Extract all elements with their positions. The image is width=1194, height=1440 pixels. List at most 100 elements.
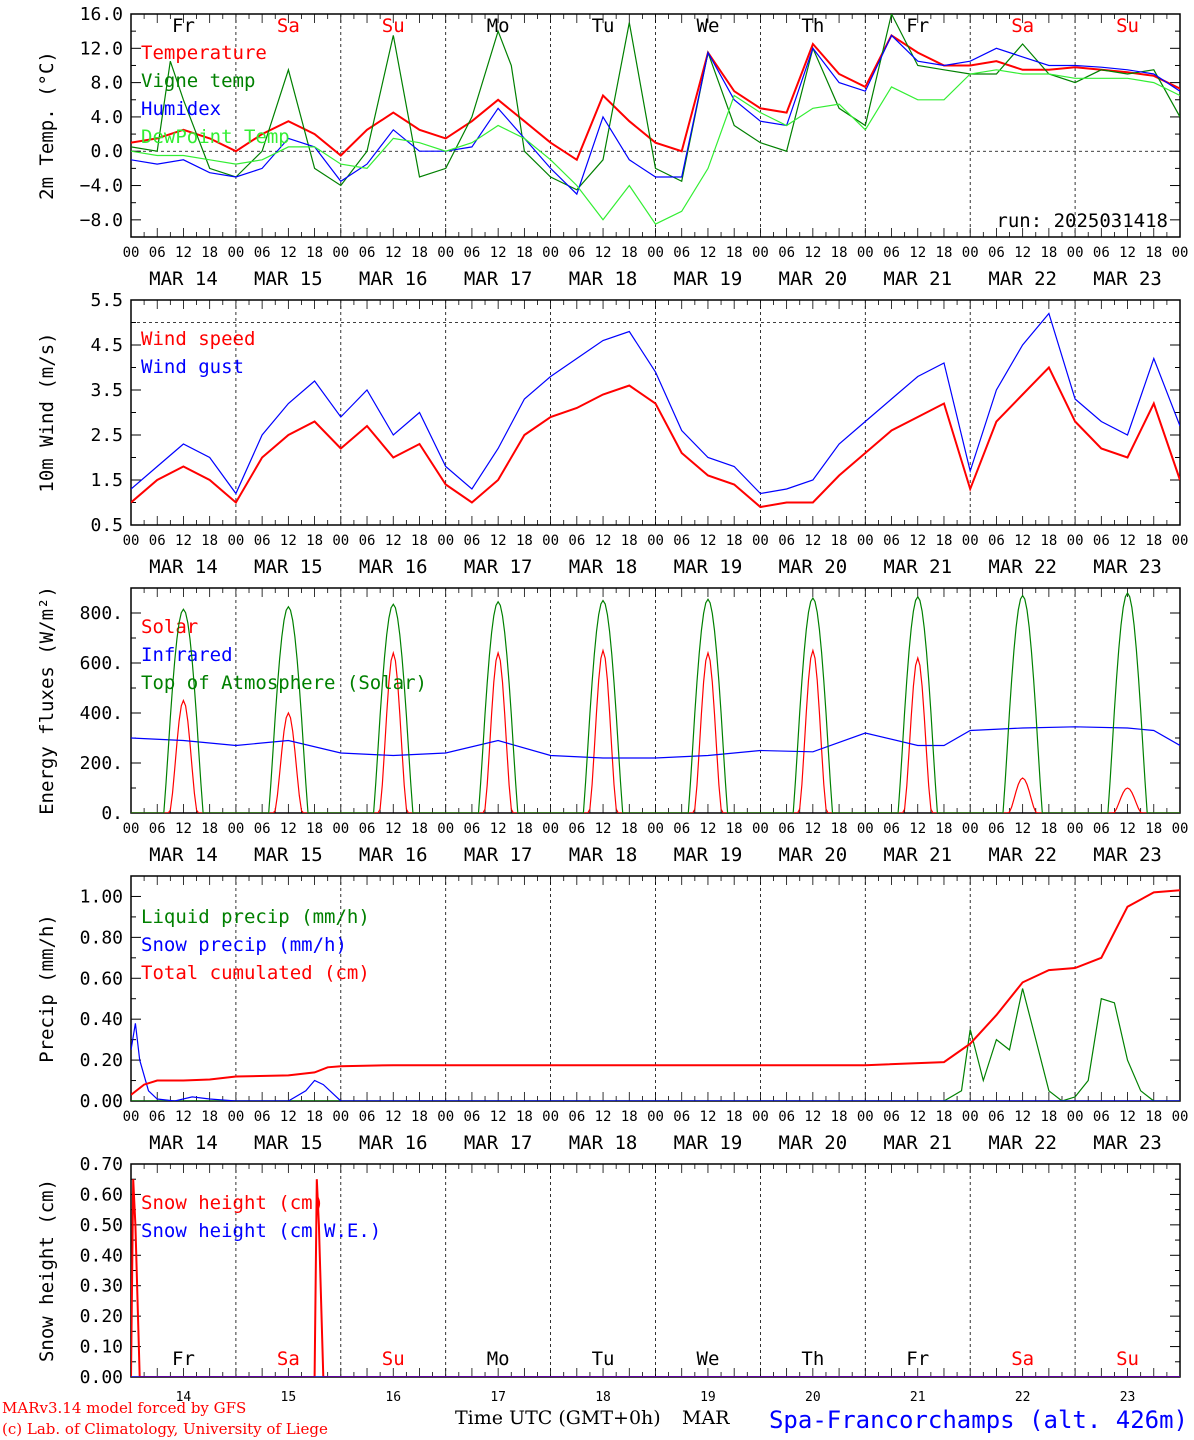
y-axis-label: 2m Temp. (°C) xyxy=(36,51,58,200)
date-label: MAR 14 xyxy=(149,1132,218,1154)
hour-tick-label: 00 xyxy=(227,821,244,837)
y-tick-label: 5.5 xyxy=(90,290,123,311)
y-tick-label: 0.00 xyxy=(80,1367,123,1388)
hour-tick-label: 18 xyxy=(516,533,533,549)
y-tick-label: 8.0 xyxy=(90,73,123,94)
series-line-blue xyxy=(131,1023,1180,1101)
hour-tick-label: 18 xyxy=(306,821,323,837)
day-of-week-label: Fr xyxy=(172,1348,195,1370)
day-of-week-label: Sa xyxy=(1011,1348,1034,1370)
hour-tick-label: 00 xyxy=(647,1109,664,1125)
date-label: MAR 21 xyxy=(883,844,952,866)
day-number-label: 18 xyxy=(595,1390,611,1405)
hour-tick-label: 12 xyxy=(909,821,926,837)
day-of-week-label: Mo xyxy=(487,15,510,37)
hour-tick-label: 18 xyxy=(936,533,953,549)
hour-tick-label: 06 xyxy=(778,821,795,837)
day-number-label: 20 xyxy=(805,1390,821,1405)
y-tick-label: −4.0 xyxy=(80,176,123,197)
date-label: MAR 20 xyxy=(779,268,848,290)
hour-tick-label: 18 xyxy=(621,533,638,549)
hour-tick-label: 12 xyxy=(1119,533,1136,549)
hour-tick-label: 06 xyxy=(568,821,585,837)
hour-tick-label: 06 xyxy=(463,533,480,549)
hour-tick-label: 18 xyxy=(1040,821,1057,837)
hour-tick-label: 12 xyxy=(175,821,192,837)
y-tick-label: 0.30 xyxy=(80,1276,123,1297)
footer-copyright: (c) Lab. of Climatology, University of L… xyxy=(2,1420,328,1438)
hour-tick-label: 18 xyxy=(306,245,323,261)
hour-tick-label: 18 xyxy=(411,821,428,837)
hour-tick-label: 06 xyxy=(359,821,376,837)
hour-tick-label: 18 xyxy=(831,245,848,261)
date-label: MAR 19 xyxy=(674,1132,743,1154)
date-label: MAR 18 xyxy=(569,844,638,866)
hour-tick-label: 12 xyxy=(175,533,192,549)
hour-tick-label: 18 xyxy=(1145,245,1162,261)
hour-tick-label: 06 xyxy=(778,245,795,261)
hour-tick-label: 06 xyxy=(988,245,1005,261)
hour-tick-label: 12 xyxy=(700,1109,717,1125)
hour-tick-label: 06 xyxy=(778,1109,795,1125)
hour-tick-label: 12 xyxy=(385,821,402,837)
day-of-week-label: We xyxy=(697,15,720,37)
series-line-green xyxy=(131,591,1180,813)
hour-tick-label: 12 xyxy=(1014,245,1031,261)
hour-tick-label: 18 xyxy=(1145,533,1162,549)
hour-tick-label: 06 xyxy=(673,1109,690,1125)
hour-tick-label: 06 xyxy=(568,1109,585,1125)
y-tick-label: 1.00 xyxy=(80,886,123,907)
hour-tick-label: 00 xyxy=(542,245,559,261)
hour-tick-label: 00 xyxy=(1172,245,1189,261)
date-label: MAR 23 xyxy=(1093,844,1162,866)
hour-tick-label: 00 xyxy=(437,821,454,837)
hour-tick-label: 12 xyxy=(909,245,926,261)
hour-tick-label: 18 xyxy=(411,533,428,549)
hour-tick-label: 00 xyxy=(542,1109,559,1125)
date-label: MAR 21 xyxy=(883,1132,952,1154)
hour-tick-label: 00 xyxy=(857,1109,874,1125)
legend-entry: DewPoint Temp xyxy=(141,126,290,148)
hour-tick-label: 12 xyxy=(490,1109,507,1125)
hour-tick-label: 12 xyxy=(909,1109,926,1125)
y-tick-label: 0. xyxy=(101,803,123,824)
date-label: MAR 20 xyxy=(779,844,848,866)
hour-tick-label: 00 xyxy=(752,533,769,549)
hour-tick-label: 06 xyxy=(778,533,795,549)
hour-tick-label: 00 xyxy=(123,533,140,549)
series-line-green xyxy=(131,988,1180,1101)
y-tick-label: 0.60 xyxy=(80,1184,123,1205)
hour-tick-label: 18 xyxy=(306,533,323,549)
hour-tick-label: 06 xyxy=(883,1109,900,1125)
hour-tick-label: 00 xyxy=(962,245,979,261)
y-axis-label: Snow height (cm) xyxy=(36,1179,58,1362)
hour-tick-label: 18 xyxy=(936,1109,953,1125)
hour-tick-label: 00 xyxy=(437,1109,454,1125)
date-label: MAR 18 xyxy=(569,268,638,290)
hour-tick-label: 00 xyxy=(962,533,979,549)
hour-tick-label: 18 xyxy=(201,533,218,549)
station-title: Spa-Francorchamps (alt. 426m) xyxy=(769,1406,1188,1434)
hour-tick-label: 12 xyxy=(700,245,717,261)
date-label: MAR 17 xyxy=(464,844,533,866)
hour-tick-label: 18 xyxy=(726,821,743,837)
hour-tick-label: 12 xyxy=(175,245,192,261)
hour-tick-label: 12 xyxy=(385,1109,402,1125)
y-axis-label: Energy fluxes (W/m²) xyxy=(36,586,58,815)
hour-tick-label: 06 xyxy=(1093,821,1110,837)
y-tick-label: 0.40 xyxy=(80,1245,123,1266)
date-label: MAR 20 xyxy=(779,556,848,578)
date-label: MAR 22 xyxy=(988,556,1057,578)
hour-tick-label: 18 xyxy=(621,245,638,261)
hour-tick-label: 06 xyxy=(883,533,900,549)
date-label: MAR 21 xyxy=(883,268,952,290)
hour-tick-label: 18 xyxy=(1040,533,1057,549)
hour-tick-label: 06 xyxy=(254,821,271,837)
y-tick-label: 0.10 xyxy=(80,1337,123,1358)
y-tick-label: 4.0 xyxy=(90,107,123,128)
y-tick-label: 0.40 xyxy=(80,1009,123,1030)
hour-tick-label: 12 xyxy=(385,245,402,261)
hour-tick-label: 00 xyxy=(332,821,349,837)
series-line-green xyxy=(131,14,1180,191)
hour-tick-label: 12 xyxy=(490,533,507,549)
